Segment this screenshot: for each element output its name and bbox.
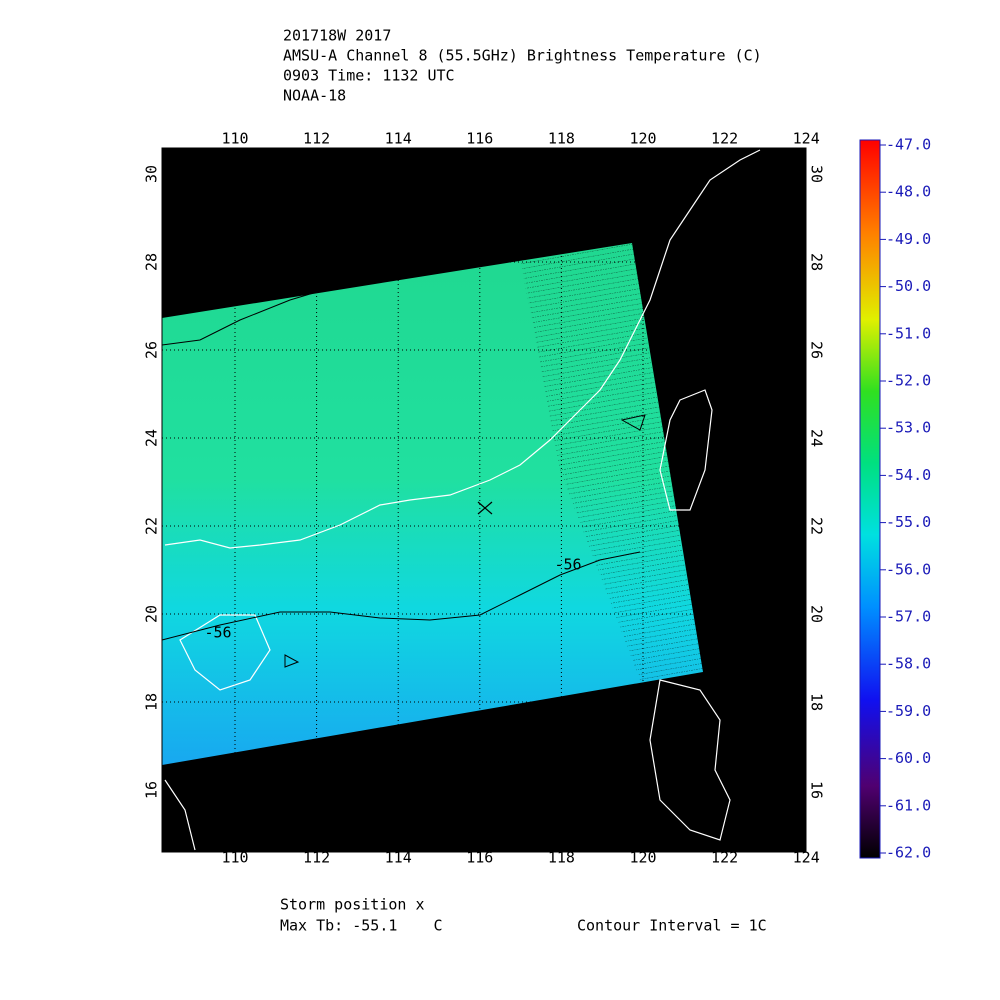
lon-tick-label: 110 <box>221 849 248 867</box>
lat-tick-label: 28 <box>808 253 826 271</box>
lon-tick-label: 120 <box>629 130 656 148</box>
colorbar-label: -50.0 <box>886 277 931 295</box>
colorbar-label: -47.0 <box>886 136 931 154</box>
lat-tick-label: 22 <box>143 517 161 535</box>
colorbar <box>859 139 881 859</box>
lat-tick-label: 24 <box>808 429 826 447</box>
header-line: 201718W 2017 <box>283 27 391 45</box>
colorbar-label: -51.0 <box>886 324 931 342</box>
lon-tick-label: 122 <box>711 130 738 148</box>
lat-tick-label: 18 <box>143 693 161 711</box>
colorbar-label: -55.0 <box>886 513 931 531</box>
lon-tick-label: 114 <box>385 849 412 867</box>
header-line: 0903 Time: 1132 UTC <box>283 67 455 85</box>
header-line: NOAA-18 <box>283 87 346 105</box>
lon-tick-label: 120 <box>629 849 656 867</box>
lat-tick-label: 30 <box>143 165 161 183</box>
lat-tick-label: 16 <box>808 781 826 799</box>
lon-tick-label: 118 <box>548 849 575 867</box>
lon-tick-label: 112 <box>303 849 330 867</box>
lat-tick-label: 30 <box>808 165 826 183</box>
colorbar-label: -57.0 <box>886 608 931 626</box>
lon-tick-label: 116 <box>466 130 493 148</box>
lat-tick-label: 20 <box>808 605 826 623</box>
max-tb: Max Tb: -55.1 C <box>280 917 443 935</box>
colorbar-label: -62.0 <box>886 844 931 862</box>
colorbar-label: -56.0 <box>886 560 931 578</box>
contour-interval: Contour Interval = 1C <box>577 917 767 935</box>
colorbar-label: -59.0 <box>886 702 931 720</box>
lon-tick-label: 110 <box>221 130 248 148</box>
header-line: AMSU-A Channel 8 (55.5GHz) Brightness Te… <box>283 47 762 65</box>
grid: 110 110 112 112 114 114 116 116 118 118 120 120 122 1… <box>143 130 826 867</box>
lon-tick-label: 122 <box>711 849 738 867</box>
colorbar-label: -61.0 <box>886 796 931 814</box>
lon-tick-label: 112 <box>303 130 330 148</box>
colorbar-label: -52.0 <box>886 372 931 390</box>
colorbar-label: -48.0 <box>886 183 931 201</box>
storm-marker <box>477 501 493 515</box>
coastlines <box>164 149 761 851</box>
colorbar-label: -49.0 <box>886 230 931 248</box>
map-frame <box>161 147 807 853</box>
colorbar-label: -54.0 <box>886 466 931 484</box>
header: 201718W 2017 AMSU-A Channel 8 (55.5GHz) B… <box>283 27 762 105</box>
lon-tick-label: 124 <box>793 849 820 867</box>
lat-tick-label: 28 <box>143 253 161 271</box>
colorbar-label: -60.0 <box>886 749 931 767</box>
swath-edge <box>520 243 703 680</box>
lat-tick-label: 26 <box>143 341 161 359</box>
lat-tick-label: 20 <box>143 605 161 623</box>
contour-label: -56 <box>204 624 231 642</box>
lat-tick-label: 16 <box>143 781 161 799</box>
lat-tick-label: 22 <box>808 517 826 535</box>
contour-label: -56 <box>554 556 581 574</box>
storm-position: Storm position x <box>280 896 425 914</box>
lat-tick-label: 24 <box>143 429 161 447</box>
lon-tick-label: 116 <box>466 849 493 867</box>
contours <box>161 261 646 668</box>
lon-tick-label: 118 <box>548 130 575 148</box>
colorbar-label: -53.0 <box>886 419 931 437</box>
colorbar-label: -58.0 <box>886 655 931 673</box>
colorbar-labels: -47.0 -48.0 -49.0 -50.0 -51.0 -52.0 -53.0 -54.0… <box>880 136 931 862</box>
lon-tick-label: 124 <box>793 130 820 148</box>
lat-tick-label: 18 <box>808 693 826 711</box>
lat-tick-label: 26 <box>808 341 826 359</box>
lon-tick-label: 114 <box>385 130 412 148</box>
